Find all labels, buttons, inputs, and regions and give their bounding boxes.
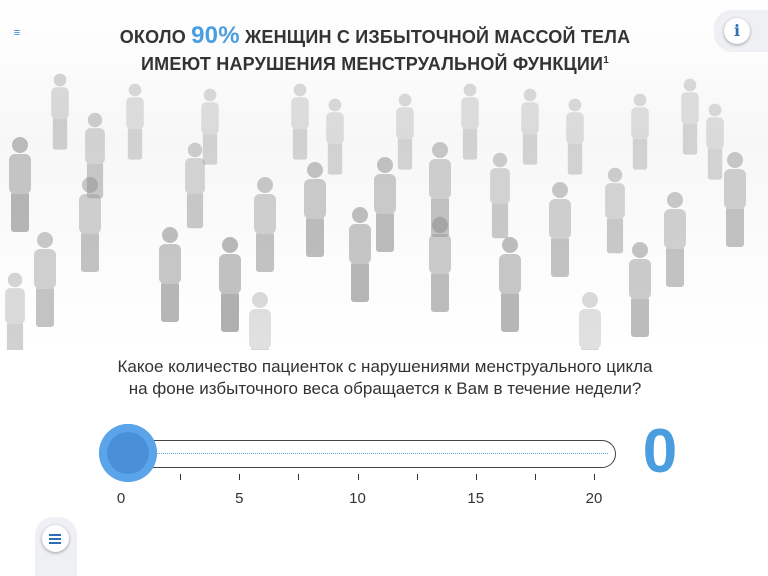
person-silhouette	[126, 83, 144, 160]
person-silhouette	[34, 232, 56, 327]
person-silhouette	[5, 272, 25, 350]
page-title: ОКОЛО 90% ЖЕНЩИН С ИЗБЫТОЧНОЙ МАССОЙ ТЕЛ…	[80, 24, 670, 76]
person-silhouette	[706, 103, 724, 180]
person-silhouette	[631, 93, 649, 170]
person-silhouette	[566, 98, 584, 175]
person-silhouette	[724, 152, 746, 247]
person-silhouette	[429, 217, 451, 312]
person-silhouette	[681, 78, 699, 155]
slider-tick	[534, 474, 536, 480]
headline-line1: ЖЕНЩИН С ИЗБЫТОЧНОЙ МАССОЙ ТЕЛА	[244, 27, 631, 47]
person-silhouette	[549, 182, 571, 277]
slider-tick	[180, 474, 182, 480]
person-silhouette	[521, 88, 539, 165]
person-silhouette	[291, 83, 309, 160]
question-text: Какое количество пациенток с нарушениями…	[40, 356, 730, 400]
crowd-background-image	[0, 0, 768, 350]
person-silhouette	[85, 112, 105, 199]
footnote-mark: 1	[603, 55, 609, 66]
slider-dotted-line	[130, 453, 608, 454]
person-silhouette	[605, 167, 625, 254]
person-silhouette	[490, 152, 510, 239]
person-silhouette	[79, 177, 101, 272]
slider-tick	[594, 474, 595, 480]
person-silhouette	[185, 142, 205, 229]
headline-percent: 90%	[191, 22, 240, 49]
question-line1: Какое количество пациенток с нарушениями…	[117, 357, 653, 376]
question-line2: на фоне избыточного веса обращается к Ва…	[128, 379, 642, 398]
slider-track[interactable]	[108, 440, 616, 468]
slider-tick	[357, 474, 359, 480]
slider-tick-label: 5	[235, 490, 244, 507]
person-silhouette	[201, 88, 219, 165]
person-silhouette	[499, 237, 521, 332]
slider-tick	[239, 474, 241, 480]
slider-tick-label: 10	[349, 490, 366, 507]
person-silhouette	[219, 237, 241, 332]
menu-icon[interactable]: ≡	[13, 27, 21, 39]
headline-line2: ИМЕЮТ НАРУШЕНИЯ МЕНСТРУАЛЬНОЙ ФУНКЦИИ	[141, 54, 604, 74]
slider-tick	[298, 474, 300, 480]
slider-tick	[416, 474, 418, 480]
list-icon[interactable]	[42, 525, 69, 552]
person-silhouette	[254, 177, 276, 272]
person-silhouette	[159, 227, 181, 322]
person-silhouette	[9, 137, 31, 232]
person-silhouette	[249, 292, 271, 350]
person-silhouette	[374, 157, 396, 252]
person-silhouette	[304, 162, 326, 257]
person-silhouette	[51, 73, 69, 150]
info-icon[interactable]: i	[724, 18, 750, 44]
slider-tick-label: 20	[585, 490, 603, 507]
person-silhouette	[579, 292, 601, 350]
person-silhouette	[629, 242, 651, 337]
headline-prefix: ОКОЛО	[119, 27, 186, 47]
slider-tick-label: 0	[116, 490, 126, 507]
person-silhouette	[326, 98, 344, 175]
person-silhouette	[664, 192, 686, 287]
slider-thumb[interactable]	[99, 424, 157, 482]
person-silhouette	[349, 207, 371, 302]
person-silhouette	[461, 83, 479, 160]
slider-tick	[475, 474, 477, 480]
slider-tick-label: 15	[467, 490, 485, 507]
person-silhouette	[396, 93, 414, 170]
selected-value: 0	[642, 417, 678, 486]
